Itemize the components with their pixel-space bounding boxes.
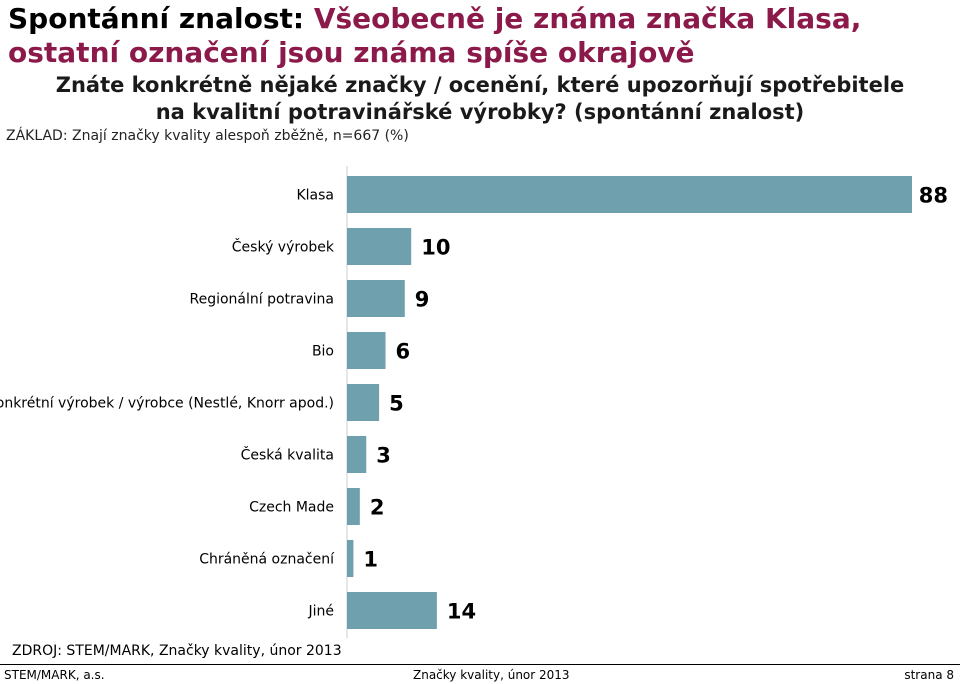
footer-page: strana 8 bbox=[904, 668, 954, 682]
bar bbox=[347, 384, 380, 421]
category-label: Klasa bbox=[296, 188, 334, 204]
category-label: Czech Made bbox=[249, 500, 334, 516]
bar-chart: Klasa 88 Český výrobek 10 Regionální potravi… bbox=[0, 166, 948, 638]
bar bbox=[347, 332, 386, 369]
category-label: Česká kvalita bbox=[241, 446, 334, 464]
category-label: Jiné bbox=[307, 604, 334, 620]
slide-title: Spontánní znalost: Všeobecně je známa zn… bbox=[8, 2, 953, 70]
title-prefix: Spontánní znalost: bbox=[8, 2, 314, 35]
bar bbox=[347, 228, 412, 265]
bar bbox=[347, 592, 437, 629]
category-label: Konkrétní výrobek / výrobce (Nestlé, Kno… bbox=[0, 396, 334, 412]
category-label: Český výrobek bbox=[232, 238, 335, 256]
value-label: 2 bbox=[370, 496, 385, 520]
value-label: 1 bbox=[363, 548, 378, 572]
bar bbox=[347, 540, 354, 577]
value-label: 10 bbox=[421, 236, 450, 260]
value-label: 88 bbox=[919, 184, 948, 208]
category-label: Regionální potravina bbox=[189, 292, 334, 308]
category-label: Chráněná označení bbox=[199, 552, 335, 568]
value-label: 6 bbox=[396, 340, 411, 364]
title-accent: Všeobecně je známa značka Klasa, ostatní… bbox=[8, 2, 862, 69]
question-text: Znáte konkrétně nějaké značky / ocenění,… bbox=[55, 73, 905, 124]
value-label: 3 bbox=[376, 444, 391, 468]
bar bbox=[347, 488, 360, 525]
bar bbox=[347, 436, 367, 473]
value-label: 14 bbox=[447, 600, 476, 624]
footer-divider bbox=[0, 664, 960, 665]
source-note: ZDROJ: STEM/MARK, Značky kvality, únor 2… bbox=[12, 643, 342, 659]
value-label: 9 bbox=[415, 288, 430, 312]
base-note: ZÁKLAD: Znají značky kvality alespoň zbě… bbox=[6, 128, 409, 144]
footer-report: Značky kvality, únor 2013 bbox=[413, 668, 570, 682]
category-label: Bio bbox=[312, 344, 334, 360]
value-label: 5 bbox=[389, 392, 404, 416]
bar bbox=[347, 280, 405, 317]
survey-question: Znáte konkrétně nějaké značky / ocenění,… bbox=[40, 72, 920, 126]
question-note: (spontánní znalost) bbox=[574, 100, 805, 124]
footer-company: STEM/MARK, a.s. bbox=[4, 668, 105, 682]
bar bbox=[347, 176, 912, 213]
